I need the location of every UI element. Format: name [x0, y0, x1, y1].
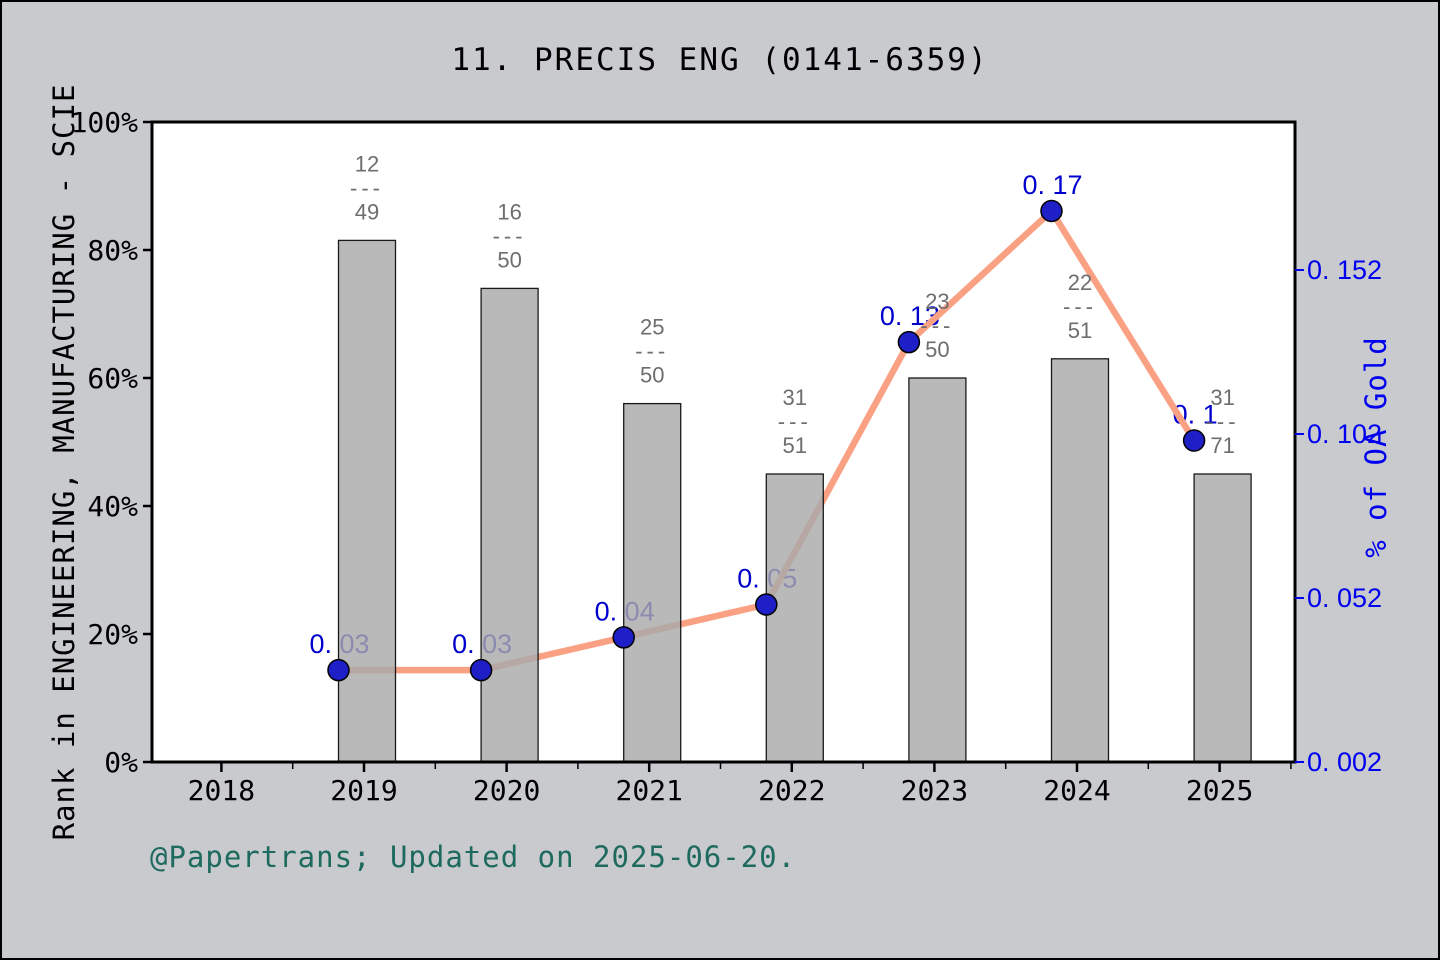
x-tick-label-2020: 2020: [473, 774, 540, 807]
svg-text:---: ---: [920, 313, 954, 338]
svg-text:50: 50: [497, 247, 521, 272]
footer-credit: @Papertrans; Updated on 2025-06-20.: [150, 840, 797, 874]
oa-point-2020: [469, 658, 493, 682]
svg-text:22: 22: [1068, 270, 1092, 295]
rank-fraction-2022: 31---51: [778, 385, 812, 458]
svg-text:---: ---: [778, 409, 812, 434]
y-left-tick-label-20%: 20%: [87, 618, 138, 651]
oa-point-2019: [327, 658, 350, 682]
y-left-tick-label-80%: 80%: [87, 234, 138, 267]
page-title: 11. PRECIS ENG (0141-6359): [451, 42, 989, 78]
right-axis-label: % of OA Gold: [1359, 336, 1393, 558]
y-right-tick-label-0. 152: 0. 152: [1307, 255, 1382, 285]
y-left-tick-label-100%: 100%: [71, 106, 139, 139]
oa-point-2023: [897, 330, 921, 354]
rank-fraction-2019: 12---49: [350, 151, 384, 224]
rank-bar-2021: [623, 402, 682, 763]
svg-text:12: 12: [355, 151, 379, 176]
plot-border: [150, 120, 1297, 764]
x-tick-label-2023: 2023: [901, 774, 968, 807]
x-tick-label-2022: 2022: [758, 774, 825, 807]
x-tick-label-2024: 2024: [1043, 774, 1110, 807]
svg-text:---: ---: [635, 339, 669, 364]
y-left-tick-label-60%: 60%: [87, 362, 138, 395]
oa-point-2022: [755, 593, 778, 616]
rank-bar-2024: [1050, 358, 1110, 763]
svg-text:49: 49: [355, 199, 379, 224]
y-right-tick-label-0. 102: 0. 102: [1307, 419, 1382, 449]
rank-fraction-2020: 16---50: [493, 199, 527, 272]
plot-area: [152, 122, 1295, 762]
svg-text:---: ---: [1063, 294, 1097, 319]
rank-fraction-2023: 23---50: [920, 289, 954, 362]
y-left-tick-label-0%: 0%: [104, 746, 138, 779]
oa-value-label-2024: 0. 17: [1022, 170, 1082, 200]
svg-text:---: ---: [350, 175, 384, 200]
svg-text:---: ---: [1206, 409, 1240, 434]
rank-fraction-2021: 25---50: [635, 315, 669, 388]
rank-bar-2022: [765, 473, 824, 763]
svg-text:71: 71: [1210, 433, 1234, 458]
x-tick-label-2021: 2021: [615, 774, 682, 807]
y-right-tick-label-0. 002: 0. 002: [1307, 747, 1382, 777]
svg-text:25: 25: [640, 315, 664, 340]
x-tick-label-2018: 2018: [188, 774, 255, 807]
svg-text:51: 51: [1068, 318, 1092, 343]
x-tick-label-2025: 2025: [1186, 774, 1253, 807]
svg-text:---: ---: [493, 223, 527, 248]
oa-point-2021: [612, 626, 635, 649]
svg-text:50: 50: [925, 337, 949, 362]
y-left-tick-label-40%: 40%: [87, 490, 138, 523]
svg-text:31: 31: [783, 385, 807, 410]
rank-fraction-2024: 22---51: [1063, 270, 1097, 343]
svg-text:16: 16: [497, 199, 521, 224]
rank-bar-2020: [480, 287, 539, 763]
oa-point-2024: [1040, 199, 1063, 223]
svg-text:51: 51: [783, 433, 807, 458]
svg-text:31: 31: [1210, 385, 1234, 410]
y-right-tick-label-0. 052: 0. 052: [1307, 583, 1382, 613]
rank-bar-2025: [1193, 473, 1252, 763]
rank-fraction-2025: 31---71: [1206, 385, 1240, 458]
rank-bar-2023: [908, 377, 967, 763]
svg-text:50: 50: [640, 363, 664, 388]
svg-text:23: 23: [925, 289, 949, 314]
rank-bar-2019: [337, 239, 397, 763]
left-axis-label: Rank in ENGINEERING, MANUFACTURING - SCI…: [47, 83, 81, 841]
x-tick-label-2019: 2019: [330, 774, 397, 807]
oa-point-2025: [1182, 429, 1206, 452]
